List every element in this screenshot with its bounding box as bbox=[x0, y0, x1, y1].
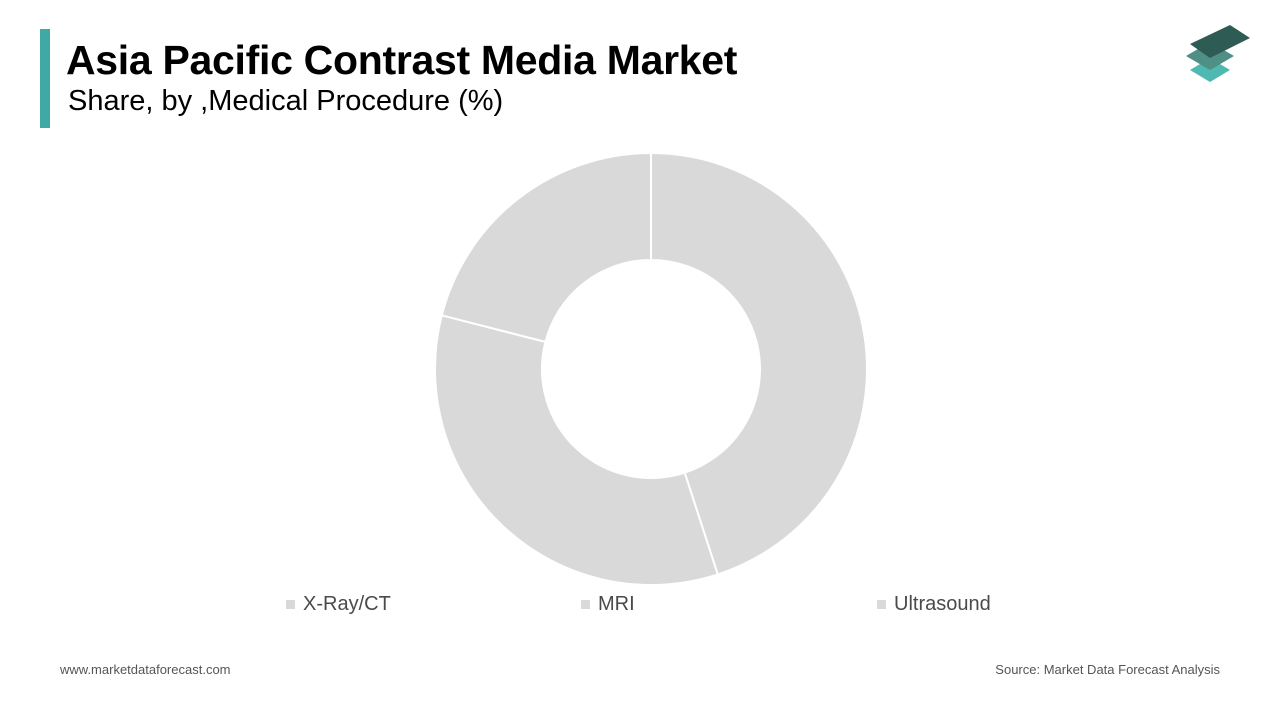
legend-swatch bbox=[286, 599, 295, 609]
legend-label: X-Ray/CT bbox=[303, 592, 391, 615]
legend-swatch bbox=[877, 599, 886, 609]
legend-label: Ultrasound bbox=[894, 592, 991, 615]
legend-label: MRI bbox=[598, 592, 635, 615]
donut-slice-ultrasound bbox=[440, 151, 652, 344]
legend-item-mri: MRI bbox=[581, 592, 635, 616]
chart-subtitle: Share, by ,Medical Procedure (%) bbox=[68, 85, 504, 117]
donut-slice-mri bbox=[434, 314, 720, 586]
footer-website: www.marketdataforecast.com bbox=[60, 662, 231, 677]
footer-source: Source: Market Data Forecast Analysis bbox=[995, 662, 1220, 677]
chart-title: Asia Pacific Contrast Media Market bbox=[66, 37, 738, 83]
stacked-layers-logo-icon bbox=[1186, 25, 1250, 82]
legend-item-xray-ct: X-Ray/CT bbox=[286, 592, 391, 616]
title-accent-bar bbox=[40, 29, 50, 128]
legend-swatch bbox=[581, 599, 590, 609]
donut-slice-xray-ct bbox=[650, 151, 868, 576]
legend-item-ultrasound: Ultrasound bbox=[877, 592, 991, 616]
